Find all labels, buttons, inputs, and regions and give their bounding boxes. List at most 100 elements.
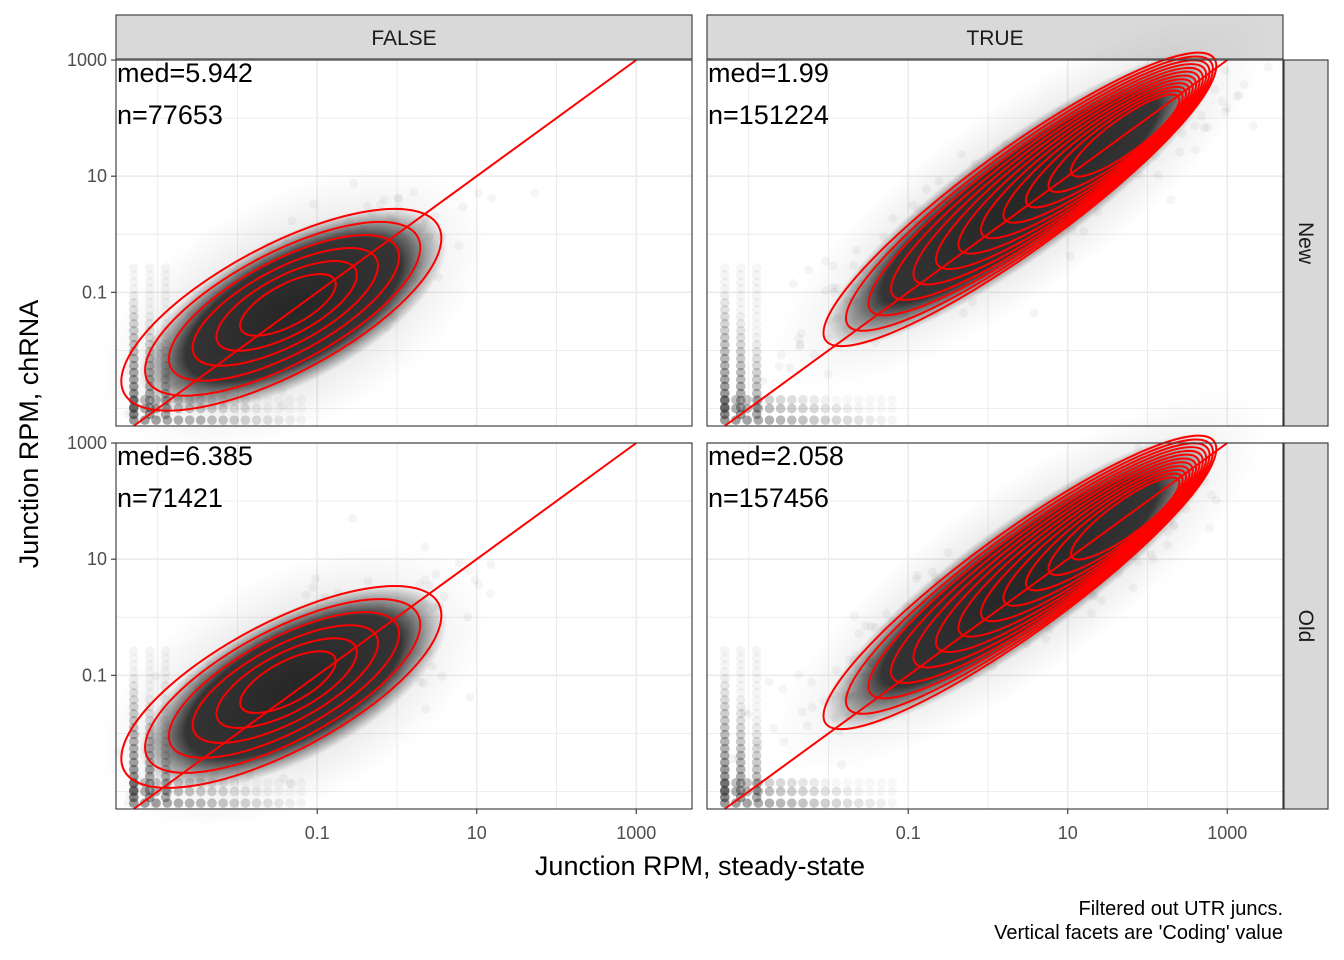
- discrete-point: [285, 395, 295, 405]
- scatter-point: [849, 611, 859, 621]
- discrete-point: [751, 360, 762, 371]
- discrete-point: [887, 786, 898, 797]
- scatter-point: [415, 677, 425, 687]
- scatter-point: [928, 271, 938, 281]
- scatter-point: [337, 665, 347, 675]
- discrete-point: [820, 786, 831, 797]
- discrete-point: [751, 311, 762, 322]
- scatter-point: [1001, 224, 1011, 234]
- scatter-point: [788, 279, 798, 289]
- discrete-point: [128, 415, 139, 425]
- scatter-point: [1220, 107, 1230, 117]
- scatter-point: [360, 269, 370, 279]
- discrete-point: [144, 388, 155, 399]
- discrete-point: [128, 750, 139, 761]
- scatter-point: [201, 333, 211, 343]
- discrete-point: [719, 367, 730, 378]
- discrete-point: [735, 729, 746, 740]
- discrete-point: [162, 798, 173, 808]
- scatter-point: [355, 673, 365, 683]
- contour-line: [239, 650, 337, 714]
- discrete-point: [128, 660, 139, 670]
- scatter-point: [239, 711, 249, 721]
- scatter-point: [373, 235, 383, 245]
- scatter-point: [1119, 529, 1129, 539]
- scatter-point: [238, 354, 248, 364]
- scatter-point: [223, 665, 233, 675]
- discrete-point: [751, 722, 762, 733]
- discrete-point: [751, 708, 762, 719]
- discrete-point: [128, 263, 139, 273]
- discrete-point: [128, 764, 139, 775]
- discrete-point: [735, 270, 746, 280]
- discrete-point: [809, 798, 819, 808]
- contour-line: [120, 585, 443, 789]
- scatter-point: [195, 773, 205, 783]
- scatter-point: [1263, 62, 1273, 72]
- scatter-point: [220, 711, 230, 721]
- discrete-point: [184, 415, 195, 425]
- discrete-point: [144, 667, 155, 677]
- scatter-point: [830, 713, 840, 723]
- discrete-point: [876, 786, 886, 797]
- discrete-point: [751, 750, 762, 761]
- discrete-point: [842, 395, 853, 405]
- contour-line: [867, 442, 1211, 700]
- discrete-point: [735, 311, 746, 322]
- scatter-point: [993, 229, 1003, 239]
- discrete-point: [128, 291, 139, 301]
- scatter-point: [301, 279, 311, 289]
- scatter-point: [349, 631, 359, 641]
- scatter-point: [1052, 174, 1062, 184]
- discrete-point: [853, 778, 864, 788]
- scatter-point: [262, 735, 272, 745]
- discrete-point: [764, 395, 775, 405]
- scatter-point: [228, 341, 238, 351]
- x-tick-label: 10: [467, 823, 487, 843]
- scatter-point: [1055, 546, 1065, 556]
- x-axis-column-true: 0.1 10 1000: [896, 809, 1247, 843]
- contour-line: [822, 434, 1218, 731]
- scatter-point: [463, 566, 473, 576]
- scatter-point: [208, 350, 218, 360]
- scatter-point: [901, 275, 911, 285]
- discrete-point: [144, 297, 155, 308]
- discrete-point: [160, 304, 171, 315]
- scatter-point: [849, 282, 859, 292]
- scatter-point: [823, 369, 833, 379]
- scatter-point: [385, 213, 395, 223]
- discrete-point: [735, 708, 746, 719]
- discrete-point: [160, 367, 171, 378]
- scatter-point: [164, 753, 174, 763]
- scatter-point: [228, 340, 238, 350]
- x-axis-column-false: 0.1 10 1000: [305, 809, 656, 843]
- scatter-point: [927, 567, 937, 577]
- scatter-point: [995, 592, 1005, 602]
- scatter-point: [879, 232, 889, 242]
- discrete-point: [751, 388, 762, 399]
- scatter-point: [376, 601, 386, 611]
- scatter-point: [285, 663, 295, 673]
- discrete-point: [719, 311, 730, 322]
- scatter-point: [960, 232, 970, 242]
- scatter-point: [421, 704, 431, 714]
- scatter-point: [285, 683, 295, 693]
- contour-line: [215, 260, 358, 352]
- scatter-point: [310, 334, 320, 344]
- discrete-point: [775, 778, 786, 788]
- panel-true-new: med=1.99 n=151224: [706, 7, 1284, 427]
- scatter-point: [844, 655, 854, 665]
- scatter-point: [254, 690, 264, 700]
- scatter-point: [151, 671, 161, 681]
- scatter-point: [896, 269, 906, 279]
- scatter-point: [986, 604, 996, 614]
- scatter-point: [962, 237, 972, 247]
- discrete-point: [842, 415, 853, 425]
- contour-line: [144, 598, 422, 774]
- scatter-point: [971, 216, 981, 226]
- scatter-point: [340, 239, 350, 249]
- contour-line: [979, 461, 1194, 623]
- discrete-point: [876, 403, 886, 414]
- discrete-point: [751, 667, 762, 677]
- discrete-point: [719, 757, 730, 768]
